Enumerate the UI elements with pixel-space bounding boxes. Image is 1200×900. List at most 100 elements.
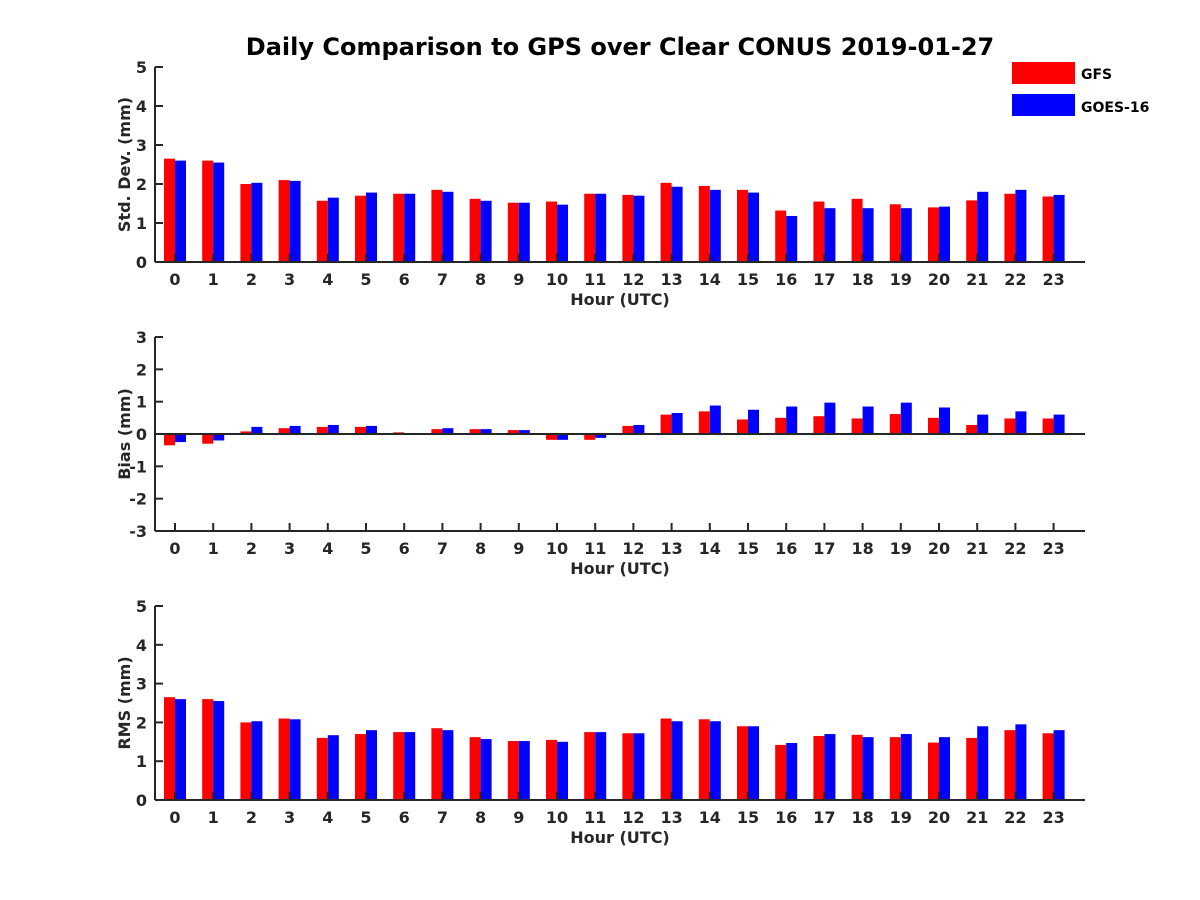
y-tick-label-rms: 2 bbox=[136, 713, 147, 732]
bar-std-goes-16-h18 bbox=[862, 208, 874, 262]
legend: GFS GOES-16 bbox=[1012, 62, 1149, 116]
bar-std-goes-16-h11 bbox=[595, 193, 607, 262]
x-tick-label-std: 8 bbox=[475, 270, 486, 289]
bar-bias-gfs-h2 bbox=[240, 431, 252, 434]
bar-bias-goes-16-h23 bbox=[1053, 414, 1065, 434]
x-tick-label-std: 12 bbox=[622, 270, 644, 289]
bar-std-goes-16-h3 bbox=[289, 180, 301, 262]
bar-std-goes-16-h4 bbox=[327, 197, 339, 262]
bar-rms-goes-16-h16 bbox=[786, 742, 798, 800]
x-tick-label-std: 11 bbox=[584, 270, 606, 289]
bar-bias-gfs-h11 bbox=[584, 434, 596, 440]
bar-rms-gfs-h12 bbox=[622, 733, 634, 800]
bar-bias-gfs-h15 bbox=[737, 419, 748, 434]
bar-bias-goes-16-h5 bbox=[366, 425, 377, 434]
bar-bias-goes-16-h16 bbox=[786, 406, 798, 434]
y-tick-label-bias: 2 bbox=[136, 360, 147, 379]
bar-std-gfs-h13 bbox=[660, 182, 672, 262]
x-tick-label-std: 21 bbox=[966, 270, 988, 289]
bar-rms-gfs-h3 bbox=[278, 718, 290, 800]
x-tick-label-bias: 6 bbox=[399, 539, 410, 558]
legend-label-gfs: GFS bbox=[1081, 67, 1112, 83]
x-tick-label-std: 16 bbox=[775, 270, 797, 289]
bar-bias-goes-16-h4 bbox=[327, 424, 339, 434]
x-tick-label-std: 23 bbox=[1042, 270, 1064, 289]
bar-bias-gfs-h12 bbox=[622, 425, 634, 434]
x-tick-label-bias: 2 bbox=[246, 539, 257, 558]
bar-bias-goes-16-h22 bbox=[1015, 411, 1027, 434]
x-tick-label-bias: 11 bbox=[584, 539, 606, 558]
x-tick-label-rms: 1 bbox=[208, 808, 219, 827]
y-tick-label-std: 1 bbox=[136, 214, 147, 233]
x-tick-label-rms: 10 bbox=[546, 808, 568, 827]
bar-std-goes-16-h10 bbox=[557, 204, 568, 262]
bar-rms-goes-16-h4 bbox=[327, 735, 339, 800]
bar-bias-goes-16-h18 bbox=[862, 406, 874, 434]
x-tick-label-rms: 21 bbox=[966, 808, 988, 827]
bar-rms-gfs-h8 bbox=[469, 737, 481, 800]
bar-std-goes-16-h6 bbox=[404, 193, 416, 262]
bar-std-goes-16-h23 bbox=[1053, 194, 1065, 262]
bar-std-goes-16-h21 bbox=[977, 191, 989, 262]
y-axis-label-bias: Bias (mm) bbox=[115, 388, 134, 480]
x-tick-label-std: 13 bbox=[660, 270, 682, 289]
x-tick-label-bias: 4 bbox=[322, 539, 333, 558]
bar-std-gfs-h15 bbox=[737, 189, 748, 262]
y-tick-label-bias: -1 bbox=[129, 457, 147, 476]
bar-std-goes-16-h14 bbox=[709, 189, 721, 262]
bar-rms-gfs-h16 bbox=[775, 744, 787, 800]
bar-std-goes-16-h2 bbox=[251, 182, 263, 262]
bar-rms-gfs-h20 bbox=[928, 742, 939, 800]
x-tick-label-rms: 22 bbox=[1004, 808, 1026, 827]
bar-std-goes-16-h7 bbox=[442, 191, 454, 262]
y-tick-label-bias: 1 bbox=[136, 393, 147, 412]
x-tick-label-rms: 17 bbox=[813, 808, 835, 827]
bar-bias-goes-16-h12 bbox=[633, 424, 645, 434]
series-goes-16 bbox=[175, 699, 1065, 800]
bar-rms-gfs-h11 bbox=[584, 732, 596, 800]
bar-bias-gfs-h13 bbox=[660, 414, 672, 434]
x-axis-label-bias: Hour (UTC) bbox=[570, 559, 670, 578]
x-tick-label-std: 18 bbox=[851, 270, 873, 289]
bar-bias-goes-16-h20 bbox=[939, 407, 950, 434]
bar-rms-gfs-h22 bbox=[1004, 730, 1016, 800]
x-tick-label-std: 9 bbox=[513, 270, 524, 289]
bar-std-gfs-h19 bbox=[889, 204, 901, 262]
y-tick-label-rms: 3 bbox=[136, 675, 147, 694]
bar-bias-goes-16-h7 bbox=[442, 428, 454, 434]
x-tick-label-rms: 8 bbox=[475, 808, 486, 827]
bar-std-gfs-h4 bbox=[316, 200, 328, 262]
bar-rms-goes-16-h19 bbox=[900, 734, 912, 800]
chart-title: Daily Comparison to GPS over Clear CONUS… bbox=[246, 33, 994, 61]
y-tick-label-std: 4 bbox=[136, 97, 147, 116]
bar-rms-goes-16-h7 bbox=[442, 730, 454, 800]
bar-bias-gfs-h21 bbox=[966, 424, 978, 434]
x-tick-label-rms: 12 bbox=[622, 808, 644, 827]
bar-bias-gfs-h17 bbox=[813, 416, 825, 434]
bar-bias-gfs-h5 bbox=[355, 426, 366, 434]
bar-bias-gfs-h3 bbox=[278, 428, 290, 434]
bar-rms-goes-16-h21 bbox=[977, 726, 989, 800]
bar-rms-goes-16-h14 bbox=[709, 721, 721, 800]
bar-rms-gfs-h10 bbox=[546, 739, 557, 800]
x-tick-label-rms: 20 bbox=[928, 808, 950, 827]
x-tick-label-rms: 6 bbox=[399, 808, 410, 827]
y-tick-label-bias: -2 bbox=[129, 490, 147, 509]
bar-rms-gfs-h0 bbox=[164, 697, 175, 800]
bar-std-gfs-h18 bbox=[851, 198, 863, 262]
y-tick-label-rms: 0 bbox=[136, 791, 147, 810]
bar-rms-gfs-h19 bbox=[889, 737, 901, 800]
y-tick-label-std: 0 bbox=[136, 253, 147, 272]
x-tick-label-bias: 7 bbox=[437, 539, 448, 558]
bar-bias-goes-16-h19 bbox=[900, 402, 912, 434]
y-tick-label-bias: -3 bbox=[129, 522, 147, 541]
y-tick-label-rms: 5 bbox=[136, 597, 147, 616]
x-tick-label-std: 19 bbox=[890, 270, 912, 289]
bar-bias-goes-16-h3 bbox=[289, 425, 301, 434]
x-tick-label-rms: 23 bbox=[1042, 808, 1064, 827]
legend-label-goes-16: GOES-16 bbox=[1081, 100, 1149, 116]
bar-std-goes-16-h16 bbox=[786, 215, 798, 262]
x-tick-label-bias: 19 bbox=[890, 539, 912, 558]
